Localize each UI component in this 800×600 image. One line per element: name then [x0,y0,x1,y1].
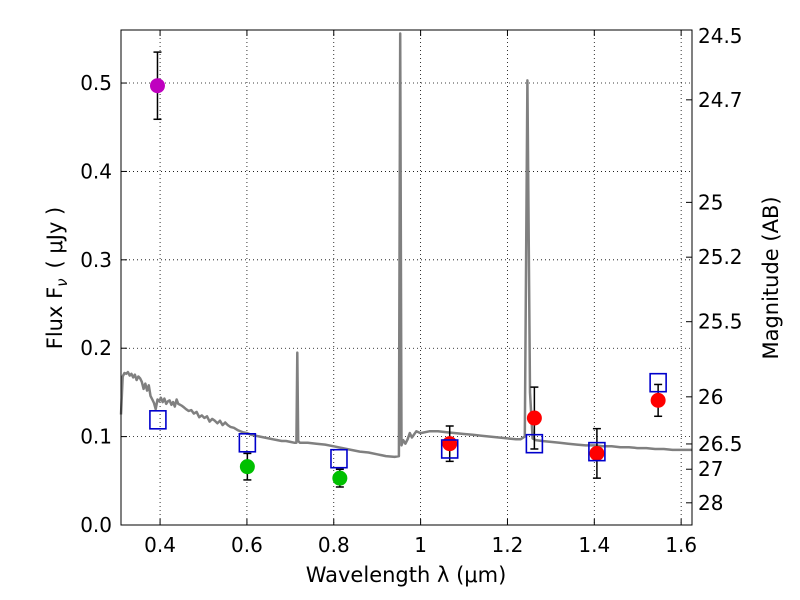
x-tick-label: 0.6 [231,533,263,557]
magnitude-tick-label: 26 [698,385,723,409]
y-axis-ticks: 0.0 0.1 0.2 0.3 0.4 0.5 [80,71,127,537]
y-axis-label-subscript: ν [53,278,71,286]
y-tick-label: 0.1 [80,425,112,449]
magnitude-tick-label: 25.5 [698,310,743,334]
x-tick-label: 1.6 [665,533,697,557]
x-tick-label: 1.4 [578,533,610,557]
model-photometry-square [588,441,606,462]
magnitude-tick-label: 28 [698,491,723,515]
y-axis-label-main: Flux F [43,287,67,349]
plot-frame [120,29,693,526]
model-photometry-square [330,448,348,469]
observed-flux-point [526,410,542,426]
data-points-layer [149,51,667,488]
model-sed-layer [119,32,692,459]
model-photometry-square [149,410,167,430]
magnitude-axis-ticks: 24.5 24.7 25 25.2 25.5 26 26.527 28 [686,24,743,515]
y-tick-label: 0.5 [80,71,112,95]
magnitude-tick-label: 26.5 [698,432,743,456]
y-axis-label: Flux Fν ( μJy ) [43,207,71,350]
model-photometry-square [525,433,544,454]
model-photometry-square [238,432,257,453]
model-photometry-square [649,372,667,393]
x-tick-label: 0.8 [318,533,350,557]
magnitude-tick-label: 25.2 [698,245,743,269]
observed-flux-point [149,78,165,94]
magnitude-tick-label: 27 [698,457,723,481]
observed-flux-point [442,436,458,452]
model-photometry-square [440,439,459,459]
observed-flux-point [239,459,255,475]
grid-lines [121,30,692,525]
model-sed-line [119,32,692,459]
x-tick-label: 1.2 [492,533,524,557]
observed-flux-point [332,470,348,486]
x-tick-label: 0.4 [144,533,176,557]
magnitude-tick-label: 25 [698,190,723,214]
y-axis-label-unit: ( μJy ) [43,207,67,269]
y-tick-label: 0.3 [80,248,112,272]
observed-flux-point [589,445,605,461]
y-tick-label: 0.4 [80,159,112,183]
magnitude-tick-label: 24.7 [698,88,743,112]
x-axis-ticks: 0.4 0.6 0.8 1 1.2 1.4 1.6 [144,30,697,557]
magnitude-axis-label: Magnitude (AB) [759,196,783,359]
x-tick-label: 1 [414,533,427,557]
y-tick-label: 0.0 [80,513,112,537]
observed-flux-point [650,392,666,408]
y-tick-label: 0.2 [80,336,112,360]
x-axis-label: Wavelength λ (μm) [306,563,507,587]
magnitude-tick-label: 24.5 [698,24,743,48]
